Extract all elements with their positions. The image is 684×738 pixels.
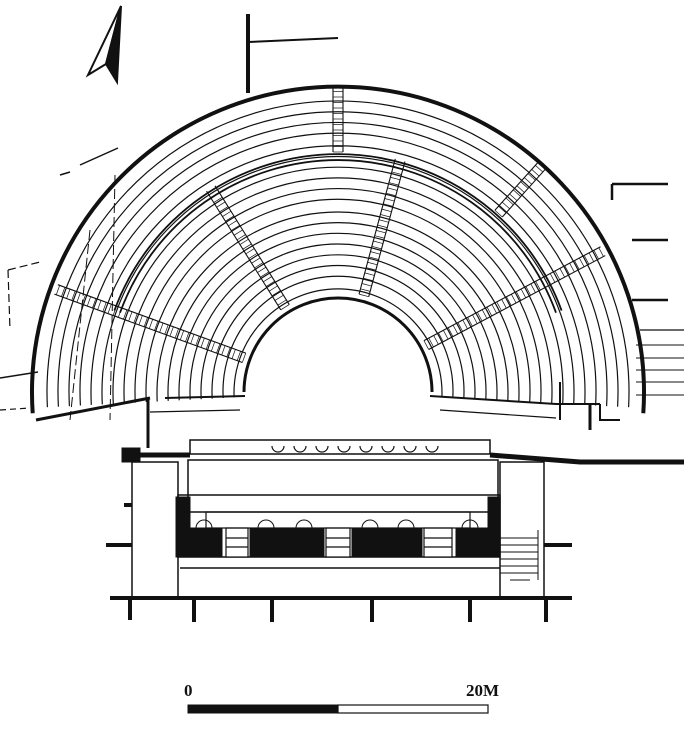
seat-row	[90, 145, 586, 405]
seat-row	[134, 187, 542, 403]
proscenium-column	[315, 445, 329, 453]
seat-row	[233, 288, 443, 398]
diazoma	[113, 153, 563, 311]
stairway	[54, 284, 247, 364]
niches	[195, 519, 479, 529]
stairway	[423, 246, 606, 350]
proscenium-column	[271, 445, 285, 453]
scale-bar: 0 20M	[184, 681, 499, 714]
stairways	[54, 85, 606, 364]
seat-row	[123, 177, 553, 404]
stairway	[358, 158, 406, 298]
stairway	[206, 185, 290, 311]
proscenium-column	[293, 445, 307, 453]
seat-row	[200, 254, 476, 400]
proscenium-column	[403, 445, 417, 453]
stairway	[332, 85, 344, 153]
stairway	[494, 160, 547, 218]
seat-row	[211, 264, 465, 399]
proscenium-column	[381, 445, 395, 453]
seat-row	[79, 132, 597, 406]
seat-row	[189, 243, 487, 400]
seat-row	[57, 111, 619, 407]
stage-doors	[225, 527, 453, 558]
seat-row	[222, 275, 454, 399]
scale-end-label: 20M	[466, 681, 499, 700]
proscenium-column	[359, 445, 373, 453]
seat-row	[112, 166, 564, 404]
side-stair	[500, 530, 539, 581]
seating-rows	[46, 100, 630, 408]
proscenium-column	[337, 445, 351, 453]
enclosure-walls	[0, 14, 684, 421]
diazoma	[119, 159, 557, 314]
seat-row	[68, 121, 608, 407]
seat-row	[178, 232, 498, 401]
seat-row	[167, 222, 509, 401]
proscenium-columns	[271, 445, 439, 453]
stage-building	[106, 439, 684, 622]
proscenium-column	[425, 445, 439, 453]
seat-row	[46, 100, 630, 408]
scale-start-label: 0	[184, 681, 193, 700]
seat-row	[101, 155, 575, 405]
seat-row	[145, 198, 531, 403]
cavea-outline	[30, 84, 646, 414]
seat-row	[156, 211, 520, 402]
side-walls	[35, 382, 620, 448]
north-arrow-icon	[85, 5, 122, 86]
